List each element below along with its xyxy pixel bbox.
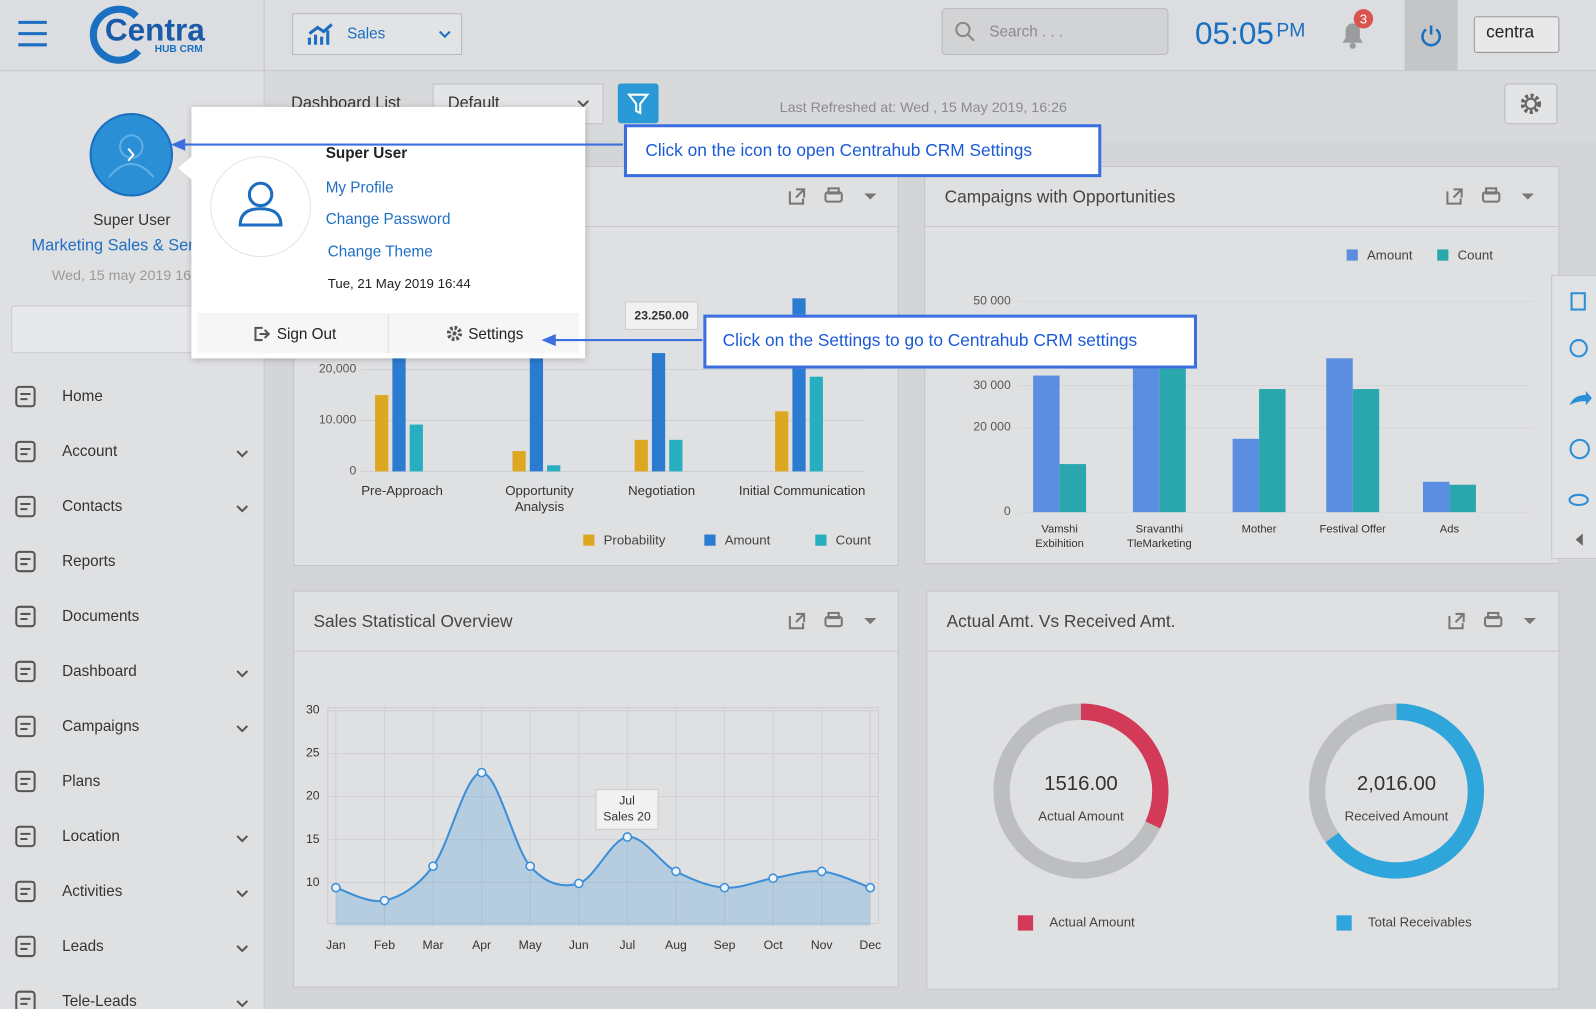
callout-text: Click on the icon to open Centrahub CRM … <box>645 141 1032 161</box>
callout: Click on the icon to open Centrahub CRM … <box>624 124 1101 177</box>
callout: Click on the Settings to go to Centrahub… <box>703 315 1197 369</box>
callout-text: Click on the Settings to go to Centrahub… <box>723 331 1138 351</box>
